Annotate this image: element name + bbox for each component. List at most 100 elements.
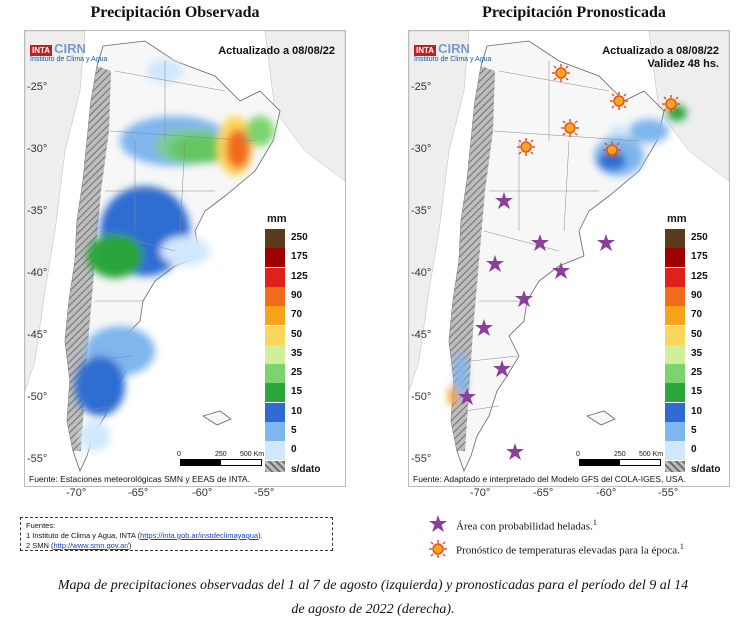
scale-mid: 250 (215, 451, 227, 458)
chile-land (409, 31, 470, 392)
legend-swatch (665, 422, 685, 441)
right-map-title: Precipitación Pronosticada (482, 4, 666, 21)
frost-star-icon (493, 360, 511, 377)
legend-label: 35 (691, 347, 703, 359)
data-source: Fuente: Estaciones meteorológicas SMN y … (25, 472, 345, 486)
legend-swatch (665, 306, 685, 326)
legend-swatch (665, 344, 685, 364)
legend-swatch (665, 286, 685, 306)
legend-label: 0 (291, 444, 297, 456)
legend-swatch (265, 402, 285, 422)
province-borders (80, 61, 256, 412)
scale-bar (180, 459, 262, 466)
scale-end: 500 Km (240, 451, 265, 458)
validity: Validez 48 hs. (647, 58, 719, 70)
malvinas-islands (586, 410, 616, 426)
legend-label: 50 (291, 328, 303, 340)
legend-unit: mm (267, 213, 287, 225)
legend-swatch (665, 441, 685, 461)
legend-label: 70 (691, 309, 703, 321)
legend-label: 90 (691, 289, 703, 301)
lat-tick: -55° (411, 453, 432, 465)
lon-tick: -65° (533, 487, 554, 499)
malvinas-islands (202, 410, 232, 426)
legend-label: 70 (291, 309, 303, 321)
lat-tick: -55° (27, 453, 48, 465)
legend-swatch (265, 306, 285, 326)
legend-label: 125 (291, 270, 308, 282)
legend-label: 250 (291, 232, 308, 243)
legend-swatch (665, 229, 685, 248)
legend-swatch (665, 383, 685, 403)
heat-sun-icon (603, 141, 621, 159)
legend-label: 175 (691, 251, 708, 263)
lat-tick: -35° (27, 205, 48, 217)
legend-swatch (265, 383, 285, 403)
data-source: Fuente: Adaptado e interpretado del Mode… (409, 472, 729, 486)
lat-tick: -50° (27, 391, 48, 403)
smn-link[interactable]: http://www.smn.gov.ar/ (53, 541, 129, 550)
legend-label: 15 (691, 386, 703, 398)
lat-tick: -40° (27, 267, 48, 279)
heat-sun-icon (552, 64, 570, 82)
heat-key-label: Pronóstico de temperaturas elevadas para… (456, 542, 684, 557)
legend-swatch (665, 248, 685, 268)
lon-tick: -55° (658, 487, 679, 499)
legend-label: 10 (291, 405, 303, 417)
frost-star-icon (458, 388, 476, 405)
frost-star-icon (552, 262, 570, 279)
updated-label: Actualizado a 08/08/22 (218, 45, 335, 57)
legend-label: 5 (691, 425, 697, 436)
lon-tick: -55° (254, 487, 275, 499)
precipitation-field (75, 59, 274, 451)
legend-label: 50 (691, 328, 703, 340)
frost-star-icon (429, 515, 447, 532)
legend-swatch (265, 325, 285, 345)
lat-tick: -25° (27, 81, 48, 93)
figure-caption: Mapa de precipitaciones observadas del 1… (0, 574, 746, 622)
legend-label: 25 (691, 367, 703, 379)
heat-sun-icon (610, 92, 628, 110)
observed-map-graphic (25, 31, 345, 486)
cirn-logo: INTA CIRN Instituto de Clima y Agua (414, 41, 492, 63)
left-map-title: Precipitación Observada (90, 4, 260, 21)
frost-star-icon (495, 192, 513, 209)
lon-tick: -70° (66, 487, 87, 499)
lon-tick: -60° (192, 487, 213, 499)
forecast-precip-map: INTA CIRN Instituto de Clima y Agua Actua… (408, 30, 730, 487)
lon-tick: -60° (596, 487, 617, 499)
inta-link[interactable]: https://inta.gob.ar/instdeclimayagua (140, 531, 259, 540)
lat-tick: -45° (411, 329, 432, 341)
heat-sun-icon (429, 540, 447, 558)
neighbour-land (264, 31, 345, 182)
chile-land (25, 31, 86, 392)
legend-unit: mm (667, 213, 687, 225)
heat-sun-icon (662, 95, 680, 113)
frost-star-icon (486, 255, 504, 272)
scale-zero: 0 (177, 451, 181, 458)
lon-tick: -65° (128, 487, 149, 499)
legend-swatch (265, 441, 285, 461)
caption-line: Mapa de precipitaciones observadas del 1… (57, 578, 689, 593)
legend-label: s/dato (291, 463, 321, 475)
legend-label: 125 (691, 270, 708, 282)
legend-swatch (265, 364, 285, 384)
forecast-symbols (458, 64, 680, 460)
lat-tick: -30° (27, 143, 48, 155)
legend-swatch (665, 364, 685, 384)
frost-star-icon (475, 319, 493, 336)
legend-label: 250 (691, 232, 708, 243)
lat-tick: -35° (411, 205, 432, 217)
caption-line: de agosto de 2022 (derecha). (291, 602, 455, 617)
updated-label: Actualizado a 08/08/22 Validez 48 hs. (602, 45, 719, 71)
legend-swatch (665, 402, 685, 422)
neighbour-land (648, 31, 729, 182)
legend-label: 35 (291, 347, 303, 359)
legend-swatch (265, 344, 285, 364)
footnote-heading: Fuentes: (26, 521, 56, 530)
legend-swatch (265, 422, 285, 441)
lat-tick: -40° (411, 267, 432, 279)
legend-label: 5 (291, 425, 297, 436)
legend-label: 90 (291, 289, 303, 301)
cirn-logo: INTA CIRN Instituto de Clima y Agua (30, 41, 108, 63)
